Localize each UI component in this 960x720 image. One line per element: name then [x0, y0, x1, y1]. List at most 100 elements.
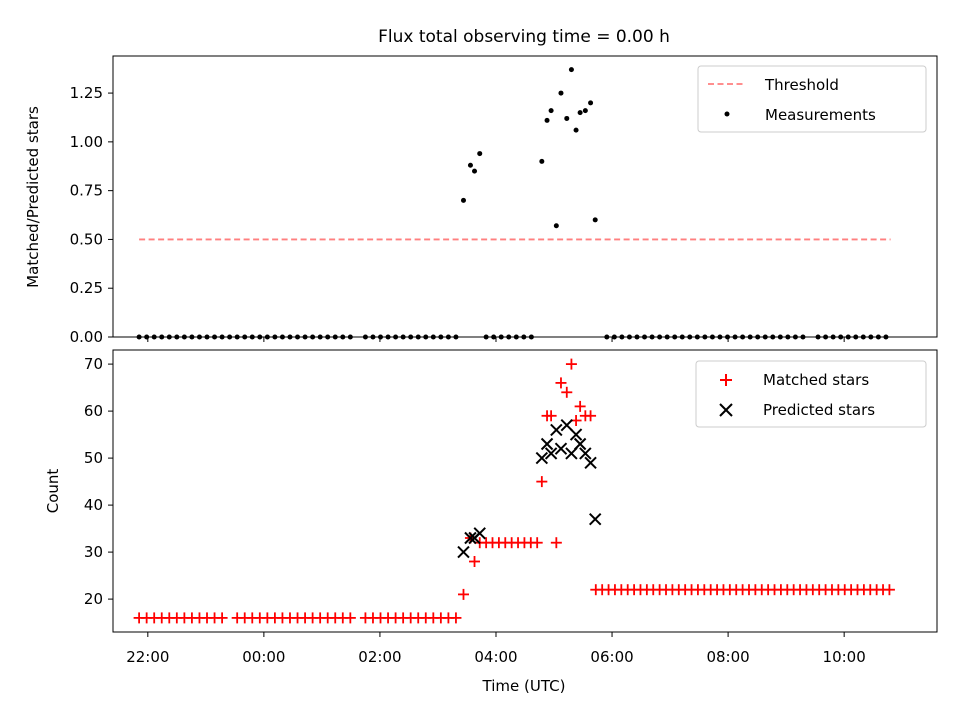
measurement-point: [544, 117, 550, 123]
ratio-y-axis-label: Matched/Predicted stars: [24, 106, 42, 288]
matched-star-marker: [536, 476, 548, 488]
predicted-star-marker: [473, 527, 486, 540]
predicted-marker-stroke: [589, 512, 602, 526]
measurement-point: [219, 334, 225, 340]
predicted-star-marker: [544, 447, 558, 460]
measurement-point: [472, 168, 478, 174]
measurement-point: [687, 334, 693, 340]
count-y-tick-label: 40: [84, 496, 103, 514]
count-marks: [133, 358, 895, 624]
measurement-point: [136, 334, 142, 340]
matched-star-marker: [561, 386, 573, 398]
x-tick-label: 04:00: [474, 648, 517, 666]
count-y-tick-label: 50: [84, 449, 103, 467]
measurement-point: [672, 334, 678, 340]
measurement-point: [830, 334, 836, 340]
measurement-point: [747, 334, 753, 340]
measurement-point: [467, 162, 473, 168]
measurement-point: [491, 334, 497, 340]
measurement-point: [498, 334, 504, 340]
x-axis-label: Time (UTC): [482, 677, 566, 695]
measurement-point: [295, 334, 301, 340]
x-tick-label: 10:00: [823, 648, 866, 666]
measurement-point: [740, 334, 746, 340]
count-y-tick-label: 70: [84, 355, 103, 373]
measurement-point: [385, 334, 391, 340]
measurement-point: [408, 334, 414, 340]
measurement-point: [287, 334, 293, 340]
measurement-point: [649, 334, 655, 340]
ratio-legend-box: [697, 65, 927, 133]
matched-star-marker: [450, 612, 462, 624]
measurement-point: [477, 151, 483, 157]
predicted-star-marker: [550, 423, 563, 437]
count-x-ticks: 22:00 00:00 02:00 04:00 06:00 08:00 10:00: [126, 632, 866, 666]
measurement-point: [513, 334, 519, 340]
legend-measurements-label: Measurements: [765, 106, 876, 124]
measurement-point: [272, 334, 278, 340]
measurement-point: [709, 334, 715, 340]
count-panel: 20 30 40 50 60 70 22:00 00:00 02:00 04:00 06:00 08…: [44, 349, 938, 695]
measurement-point: [340, 334, 346, 340]
predicted-star-marker: [540, 437, 554, 451]
measurement-point: [800, 334, 806, 340]
measurement-point: [528, 334, 534, 340]
measurement-point: [362, 334, 368, 340]
predicted-marker-stroke: [584, 456, 597, 470]
ratio-y-tick-label: 0.25: [70, 279, 103, 297]
measurement-point: [548, 108, 554, 114]
measurement-point: [755, 334, 761, 340]
measurement-point: [460, 197, 466, 203]
measurement-point: [325, 334, 331, 340]
measurement-point: [347, 334, 353, 340]
measurement-point: [815, 334, 821, 340]
ratio-panel: 0.00 0.25 0.50 0.75 1.00 1.25 Matched/Predict…: [24, 55, 938, 346]
chart-title: Flux total observing time = 0.00 h: [378, 27, 670, 47]
count-y-ticks: 20 30 40 50 60 70: [84, 355, 113, 608]
measurement-point: [430, 334, 436, 340]
measurement-point: [264, 334, 270, 340]
measurement-point: [634, 334, 640, 340]
matched-star-marker: [457, 588, 469, 600]
legend-threshold-label: Threshold: [764, 76, 839, 94]
legend-predicted-swatch: [719, 403, 733, 417]
predicted-marker-stroke: [457, 545, 470, 559]
matched-star-marker: [555, 377, 567, 389]
measurement-point: [875, 334, 881, 340]
measurement-point: [694, 334, 700, 340]
measurement-point: [785, 334, 791, 340]
measurement-point: [564, 115, 570, 121]
measurement-point: [657, 334, 663, 340]
predicted-marker-stroke: [544, 447, 558, 460]
measurement-point: [792, 334, 798, 340]
ratio-marks: [136, 67, 891, 340]
measurement-point: [144, 334, 150, 340]
measurement-point: [378, 334, 384, 340]
measurement-point: [770, 334, 776, 340]
predicted-star-marker: [584, 456, 597, 470]
measurement-point: [159, 334, 165, 340]
measurement-point: [234, 334, 240, 340]
predicted-star-marker: [535, 451, 549, 465]
measurement-point: [823, 334, 829, 340]
predicted-marker-stroke: [554, 442, 568, 455]
measurement-point: [302, 334, 308, 340]
predicted-star-marker: [579, 447, 592, 460]
predicted-star-marker: [569, 428, 583, 441]
measurement-point: [762, 334, 768, 340]
x-tick-label: 02:00: [358, 648, 401, 666]
matched-star-marker: [469, 556, 481, 567]
measurement-point: [539, 158, 545, 164]
ratio-y-tick-label: 0.75: [70, 182, 103, 200]
measurement-point: [883, 334, 889, 340]
measurement-point: [332, 334, 338, 340]
count-y-tick-label: 60: [84, 402, 103, 420]
matched-star-marker: [574, 400, 586, 412]
measurement-point: [393, 334, 399, 340]
count-legend-box: [695, 360, 927, 428]
measurement-point: [868, 334, 874, 340]
predicted-star-marker: [457, 545, 470, 559]
measurement-point: [702, 334, 708, 340]
matched-star-marker: [585, 410, 597, 422]
measurement-point: [151, 334, 157, 340]
